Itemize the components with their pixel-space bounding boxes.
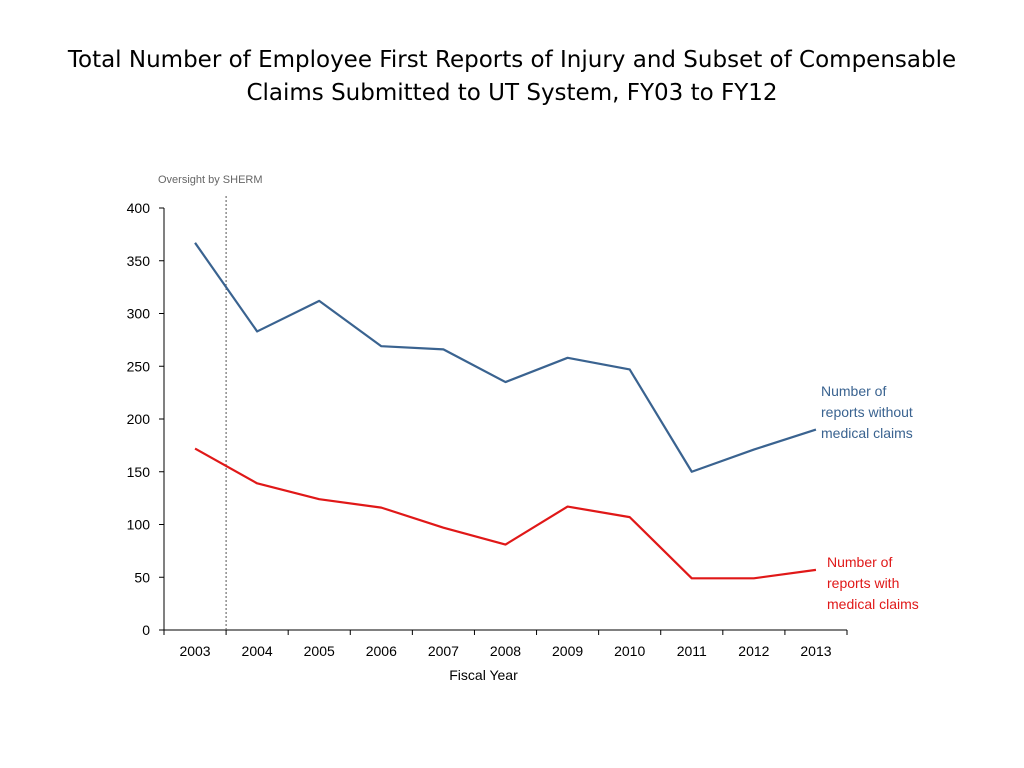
x-tick-label: 2013 (800, 643, 831, 659)
y-tick-label: 0 (142, 622, 150, 638)
series-label-line: reports without (821, 404, 913, 420)
x-tick-label: 2012 (738, 643, 769, 659)
y-tick-label: 50 (134, 569, 150, 585)
y-tick-label: 250 (127, 358, 151, 374)
series-label-line: medical claims (827, 596, 919, 612)
series-label-1: Number of reports without medical claims (821, 383, 913, 441)
y-tick-label: 350 (127, 253, 151, 269)
chart-title-line-2: Claims Submitted to UT System, FY03 to F… (246, 80, 778, 106)
y-tick-label: 200 (127, 411, 151, 427)
series-line-1 (194, 242, 817, 473)
x-tick-label: 2003 (179, 643, 210, 659)
series-label-line: medical claims (821, 425, 913, 441)
y-tick-label: 150 (127, 464, 151, 480)
series-label-2: Number of reports with medical claims (827, 554, 919, 612)
x-tick-label: 2008 (490, 643, 521, 659)
oversight-annotation: Oversight by SHERM (158, 174, 263, 186)
x-axis-title: Fiscal Year (449, 667, 518, 683)
series-label-line: reports with (827, 575, 899, 591)
x-tick-label: 2006 (366, 643, 397, 659)
chart-title-line-1: Total Number of Employee First Reports o… (67, 47, 957, 73)
y-tick-label: 400 (127, 200, 151, 216)
x-tick-label: 2004 (242, 643, 273, 659)
series-layer (194, 242, 817, 580)
y-tick-label: 300 (127, 306, 151, 322)
chart-title: Total Number of Employee First Reports o… (40, 44, 984, 110)
series-label-line: Number of (821, 383, 886, 399)
x-tick-label: 2009 (552, 643, 583, 659)
x-tick-label: 2005 (304, 643, 335, 659)
annotation-layer: Oversight by SHERM (158, 174, 263, 630)
y-tick-label: 100 (127, 517, 151, 533)
labels-layer: Number of reports without medical claimsNu… (821, 383, 919, 612)
x-tick-label: 2010 (614, 643, 645, 659)
series-line-2 (194, 447, 817, 580)
x-tick-label: 2011 (677, 643, 707, 659)
x-tick-label: 2007 (428, 643, 459, 659)
series-label-line: Number of (827, 554, 892, 570)
axes: 0 50 100 150 200 250 300 350 400 2003 2004 2005 2006… (127, 200, 848, 683)
